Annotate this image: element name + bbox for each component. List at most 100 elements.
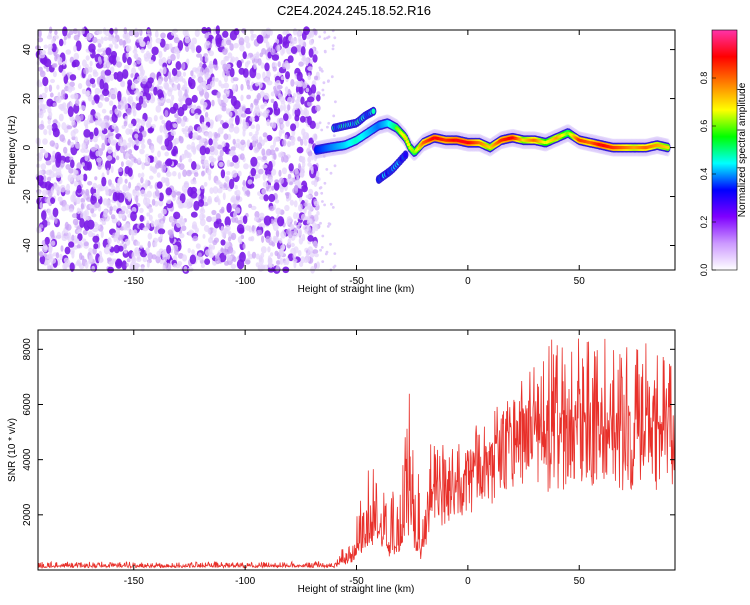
noise-blob [123,249,128,254]
noise-blob [99,78,105,90]
noise-blob [81,142,87,151]
noise-blob [304,109,310,117]
noise-blob [244,35,250,44]
noise-blob [219,149,224,157]
noise-blob [220,206,225,213]
noise-blob [312,54,318,63]
noise-blob [331,47,335,51]
noise-blob [147,232,153,240]
noise-blob [101,176,107,187]
noise-blob [254,99,259,104]
noise-blob [62,61,66,66]
noise-blob [242,179,246,187]
noise-blob [262,71,266,80]
noise-blob [83,241,89,247]
noise-blob [260,246,267,254]
noise-blob [313,179,318,188]
noise-blob [85,55,90,61]
noise-blob [232,203,238,210]
noise-blob [280,244,285,251]
noise-blob [122,139,127,147]
noise-blob [160,97,165,104]
noise-blob [229,67,235,78]
noise-blob [255,72,261,80]
noise-blob [101,142,106,151]
noise-blob [179,233,185,239]
colorbar-label: Normalized spectral amplitude [737,82,748,217]
noise-blob [263,92,270,100]
noise-blob [110,93,117,100]
noise-blob [200,81,206,87]
colorbar-tick-label: 0.2 [699,216,709,229]
noise-blob [320,246,324,249]
noise-blob [201,121,205,130]
noise-blob [228,178,235,190]
noise-blob [164,109,169,118]
noise-blob [64,246,71,255]
noise-blob [165,177,169,184]
noise-blob [266,134,273,142]
noise-blob [274,199,280,204]
noise-blob [139,207,144,214]
noise-blob [246,189,251,197]
noise-blob [122,102,129,110]
noise-blob [181,78,186,83]
noise-blob [49,140,55,147]
noise-blob [225,39,232,46]
noise-blob [116,71,124,82]
noise-blob [229,150,236,155]
noise-blob [211,209,217,216]
noise-blob [67,106,74,118]
noise-blob [220,239,226,246]
noise-blob [296,71,303,82]
noise-blob [127,204,131,210]
noise-blob [250,235,255,242]
noise-blob [157,98,161,107]
noise-blob [267,47,271,52]
noise-blob [258,168,264,175]
snr-x-axis-label: Height of straight line (km) [298,584,415,595]
noise-blob [321,234,325,238]
noise-blob [163,76,169,83]
noise-blob [41,240,46,246]
noise-blob [292,252,297,260]
noise-blob [202,233,206,239]
noise-blob [242,51,247,60]
noise-blob [172,123,178,129]
noise-blob [234,184,238,190]
noise-blob [86,161,92,171]
noise-blob [174,247,179,256]
noise-blob [150,145,155,154]
noise-blob [198,199,205,207]
noise-blob [51,186,55,195]
noise-blob [186,144,192,151]
noise-blob [158,248,164,255]
noise-blob [207,131,213,139]
noise-blob [174,75,180,84]
noise-blob [259,212,265,219]
noise-blob [230,263,237,269]
noise-blob [139,72,145,77]
noise-blob [235,207,241,214]
noise-blob [155,105,162,113]
noise-blob [244,61,249,68]
noise-blob [87,219,95,230]
noise-blob [124,99,127,105]
noise-blob [246,139,251,148]
noise-blob [319,248,322,252]
noise-blob [117,139,123,147]
noise-blob [233,42,239,49]
noise-blob [42,189,48,196]
noise-blob [187,247,191,254]
noise-blob [237,236,242,244]
noise-blob [298,38,304,46]
noise-blob [226,171,231,176]
noise-blob [106,167,110,176]
noise-blob [293,246,299,254]
noise-blob [105,244,112,250]
noise-blob [253,61,257,70]
noise-blob [300,46,306,56]
noise-blob [252,133,258,141]
noise-blob [39,81,43,87]
noise-blob [141,143,146,149]
